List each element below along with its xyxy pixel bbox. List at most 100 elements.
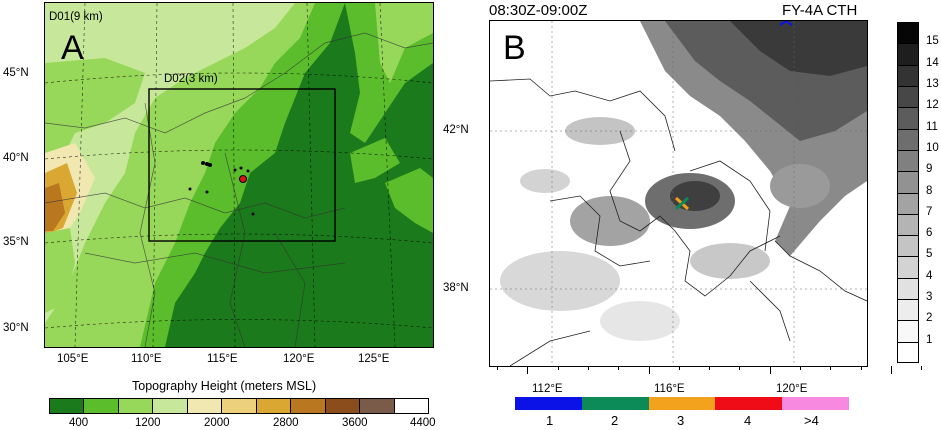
cth-colorbar-tick: 8 (926, 184, 933, 197)
count-legend-swatch (715, 397, 783, 410)
panel-a-lat-label: 45°N (3, 67, 29, 79)
cth-colorbar-tick: 6 (926, 227, 933, 240)
time-label: 08:30Z-09:00Z (489, 2, 588, 19)
cth-colorbar-tick: 5 (926, 248, 933, 261)
panel-a-lat-label: 35°N (3, 236, 29, 248)
cth-colorbar (897, 22, 919, 363)
cloud-top-height-map (490, 21, 867, 366)
count-legend-swatch (648, 397, 716, 410)
count-legend-label: 3 (677, 413, 685, 428)
topography-colorbar-cell (324, 398, 361, 414)
cth-colorbar-tick: 1 (926, 333, 933, 346)
panel-b-lon-label: 116°E (654, 383, 685, 395)
panel-b-lon-label: 112°E (532, 383, 563, 395)
topography-tick: 1200 (135, 417, 161, 429)
cth-colorbar-cell (897, 256, 919, 279)
target-site-marker (239, 175, 247, 183)
cloud-top-height-panel: B (489, 20, 868, 367)
panel-b-tick-mark (527, 366, 529, 374)
panel-b-tick-mark (587, 366, 589, 370)
panel-b-tick-mark (739, 366, 741, 370)
cth-colorbar-cell (897, 22, 919, 45)
cth-colorbar-cell (897, 299, 919, 322)
panel-letter-b: B (503, 29, 526, 67)
cth-colorbar-cell (897, 149, 919, 173)
panel-b-tick-mark (769, 366, 771, 374)
panel-b-tick-mark (648, 366, 650, 374)
panel-b-tick-mark (709, 366, 711, 370)
topography-colorbar-cell (393, 398, 429, 414)
d01-label: D01(9 km) (49, 11, 103, 23)
topography-colorbar-cell (186, 398, 223, 414)
cth-colorbar-cell (897, 235, 919, 258)
topography-colorbar-cell (359, 398, 395, 414)
panel-b-tick-mark (860, 366, 862, 370)
cth-colorbar-ticks: 15 14 13 12 11 10 9 8 7 6 5 4 3 2 1 (926, 22, 941, 363)
cth-colorbar-cell (897, 107, 919, 130)
cth-colorbar-cell (897, 277, 919, 301)
cth-colorbar-tick: 12 (926, 99, 939, 112)
count-legend-bar (515, 397, 850, 410)
cth-colorbar-tick: 15 (926, 35, 939, 48)
cth-colorbar-tick: 11 (926, 120, 938, 133)
topography-tick: 400 (69, 417, 89, 429)
panel-b-tick-mark (830, 366, 832, 370)
cth-colorbar-cell (897, 128, 919, 151)
panel-b-lat-label: 42°N (443, 124, 469, 136)
topography-tick: 4400 (410, 417, 436, 429)
count-legend-swatch (782, 397, 850, 410)
cth-colorbar-tick: 14 (926, 56, 939, 69)
count-legend-label: 4 (744, 413, 752, 428)
panel-b-tick-mark (618, 366, 620, 370)
cth-colorbar-cell (897, 320, 919, 343)
panel-letter-a: A (61, 29, 84, 67)
cth-colorbar-tick: 9 (926, 163, 933, 176)
cth-colorbar-tick: 7 (926, 205, 933, 218)
topography-map (45, 3, 433, 347)
cth-colorbar-tick: 13 (926, 77, 939, 90)
cth-colorbar-cell (897, 171, 919, 194)
count-legend-label: 2 (611, 413, 619, 428)
d02-label: D02(3 km) (164, 73, 218, 85)
panel-b-ticks (489, 366, 923, 374)
topography-colorbar-cell (152, 398, 188, 414)
panel-a-lon-label: 115°E (207, 353, 238, 365)
panel-b-lon-label: 120°E (776, 383, 808, 395)
panel-a-lon-label: 110°E (131, 353, 162, 365)
panel-a-lat-label: 30°N (3, 322, 29, 334)
panel-b-tick-mark (678, 366, 680, 370)
count-legend-swatch (515, 397, 583, 410)
cth-colorbar-cell (897, 341, 919, 363)
topography-map-panel: A D01(9 km) D02(3 km) (44, 2, 434, 348)
cth-colorbar-tick: 4 (926, 269, 933, 282)
topography-colorbar-title: Topography Height (meters MSL) (132, 379, 317, 393)
panel-b-lat-label: 38°N (443, 282, 469, 294)
cth-colorbar-tick: 3 (926, 291, 933, 304)
panel-b-tick-mark (497, 366, 498, 370)
topography-colorbar (49, 398, 429, 414)
topography-tick: 2000 (204, 417, 230, 429)
topography-colorbar-cell (255, 398, 292, 414)
panel-b-tick-mark (557, 366, 559, 370)
cth-colorbar-tick: 10 (926, 141, 939, 154)
cth-colorbar-cell (897, 43, 919, 66)
topography-colorbar-cell (83, 398, 119, 414)
cth-colorbar-tick: 2 (926, 312, 933, 325)
cth-colorbar-cell (897, 64, 919, 87)
cth-colorbar-cell (897, 213, 919, 237)
product-label: FY-4A CTH (782, 2, 858, 19)
topography-colorbar-cell (49, 398, 85, 414)
count-legend-label: >4 (804, 413, 819, 428)
panel-a-lon-label: 120°E (283, 353, 315, 365)
panel-b-tick-mark (921, 366, 923, 370)
topography-colorbar-cell (290, 398, 326, 414)
topography-colorbar-cell (221, 398, 257, 414)
topography-tick: 2800 (273, 417, 299, 429)
panel-b-tick-mark (800, 366, 801, 370)
site-marker-x (674, 196, 690, 211)
cth-colorbar-cell (897, 192, 919, 215)
d02-domain-box (148, 88, 336, 242)
panel-b-tick-mark (890, 366, 892, 374)
panel-a-lon-label: 105°E (57, 353, 89, 365)
panel-a-lon-label: 125°E (358, 353, 390, 365)
